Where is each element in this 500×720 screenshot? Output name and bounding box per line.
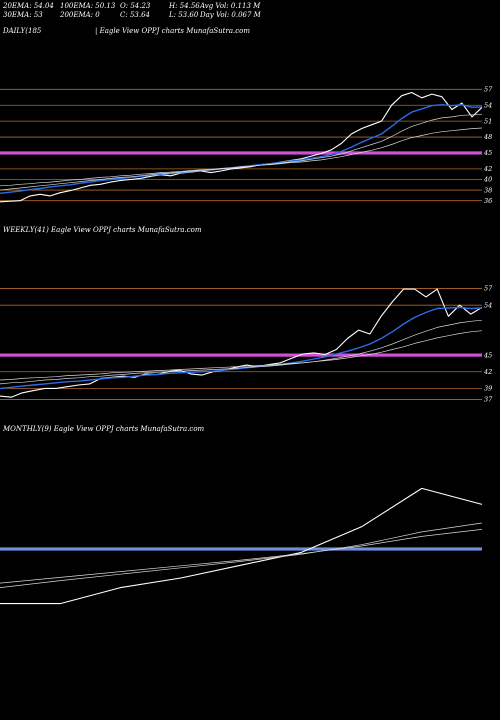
monthly-series-2: [0, 529, 483, 584]
daily-level-label: 40: [483, 176, 492, 184]
daily-caption: | Eagle View OPPJ charts MunafaSutra.com: [95, 27, 251, 35]
monthly-panel: [0, 487, 483, 605]
daily-label: DAILY(185: [3, 27, 42, 35]
ema30-stat: 30EMA: 53: [3, 11, 43, 19]
weekly-series-2: [0, 319, 483, 385]
daily-level-label: 48: [483, 133, 492, 141]
ema20-stat: 20EMA: 54.04: [3, 2, 54, 10]
daily-support-band: [0, 151, 482, 155]
high-stat: H: 54.56: [169, 2, 200, 10]
avg-vol-stat: Avg Vol: 0.113 M: [200, 2, 261, 10]
daily-series-2: [0, 113, 483, 191]
daily-level-label: 51: [484, 117, 492, 125]
close-stat: C: 53.64: [120, 11, 150, 19]
weekly-level-label: 57: [484, 285, 493, 293]
weekly-panel: 57 54 45 42 39 37: [0, 285, 493, 404]
weekly-series-1: [0, 306, 483, 390]
daily-level-label: 45: [483, 149, 492, 157]
weekly-level-label: 54: [484, 301, 492, 309]
daily-level-label: 42: [483, 165, 492, 173]
low-stat: L: 53.60: [169, 11, 199, 19]
daily-panel-label: DAILY(185: [3, 27, 41, 35]
daily-level-label: 57: [484, 86, 493, 94]
monthly-series-1: [0, 522, 483, 588]
day-vol-stat: Day Vol: 0.067 M: [200, 11, 261, 19]
weekly-series-3: [0, 330, 483, 381]
monthly-support-band: [0, 547, 482, 551]
monthly-series-0: [0, 487, 483, 605]
weekly-support-band: [0, 353, 482, 357]
open-stat: O: 54.23: [120, 2, 151, 10]
ema200-stat: 200EMA: 0: [60, 11, 100, 19]
weekly-level-label: 42: [483, 368, 492, 376]
weekly-level-label: 45: [483, 351, 492, 359]
daily-series-0: [0, 91, 483, 203]
daily-level-label: 38: [484, 186, 492, 194]
weekly-level-label: 39: [484, 385, 492, 393]
ema100-stat: 100EMA: 50.13: [60, 2, 116, 10]
monthly-panel-label: MONTHLY(9) Eagle View OPPJ charts Munafa…: [3, 425, 205, 433]
weekly-panel-label: WEEKLY(41) Eagle View OPPJ charts Munafa…: [3, 226, 202, 234]
daily-level-label: 36: [484, 197, 492, 205]
daily-level-label: 54: [484, 101, 492, 109]
weekly-level-label: 37: [484, 396, 493, 404]
daily-series-3: [0, 127, 483, 187]
daily-panel: 57 54 51 48 45 42 40 38 36: [0, 86, 493, 205]
